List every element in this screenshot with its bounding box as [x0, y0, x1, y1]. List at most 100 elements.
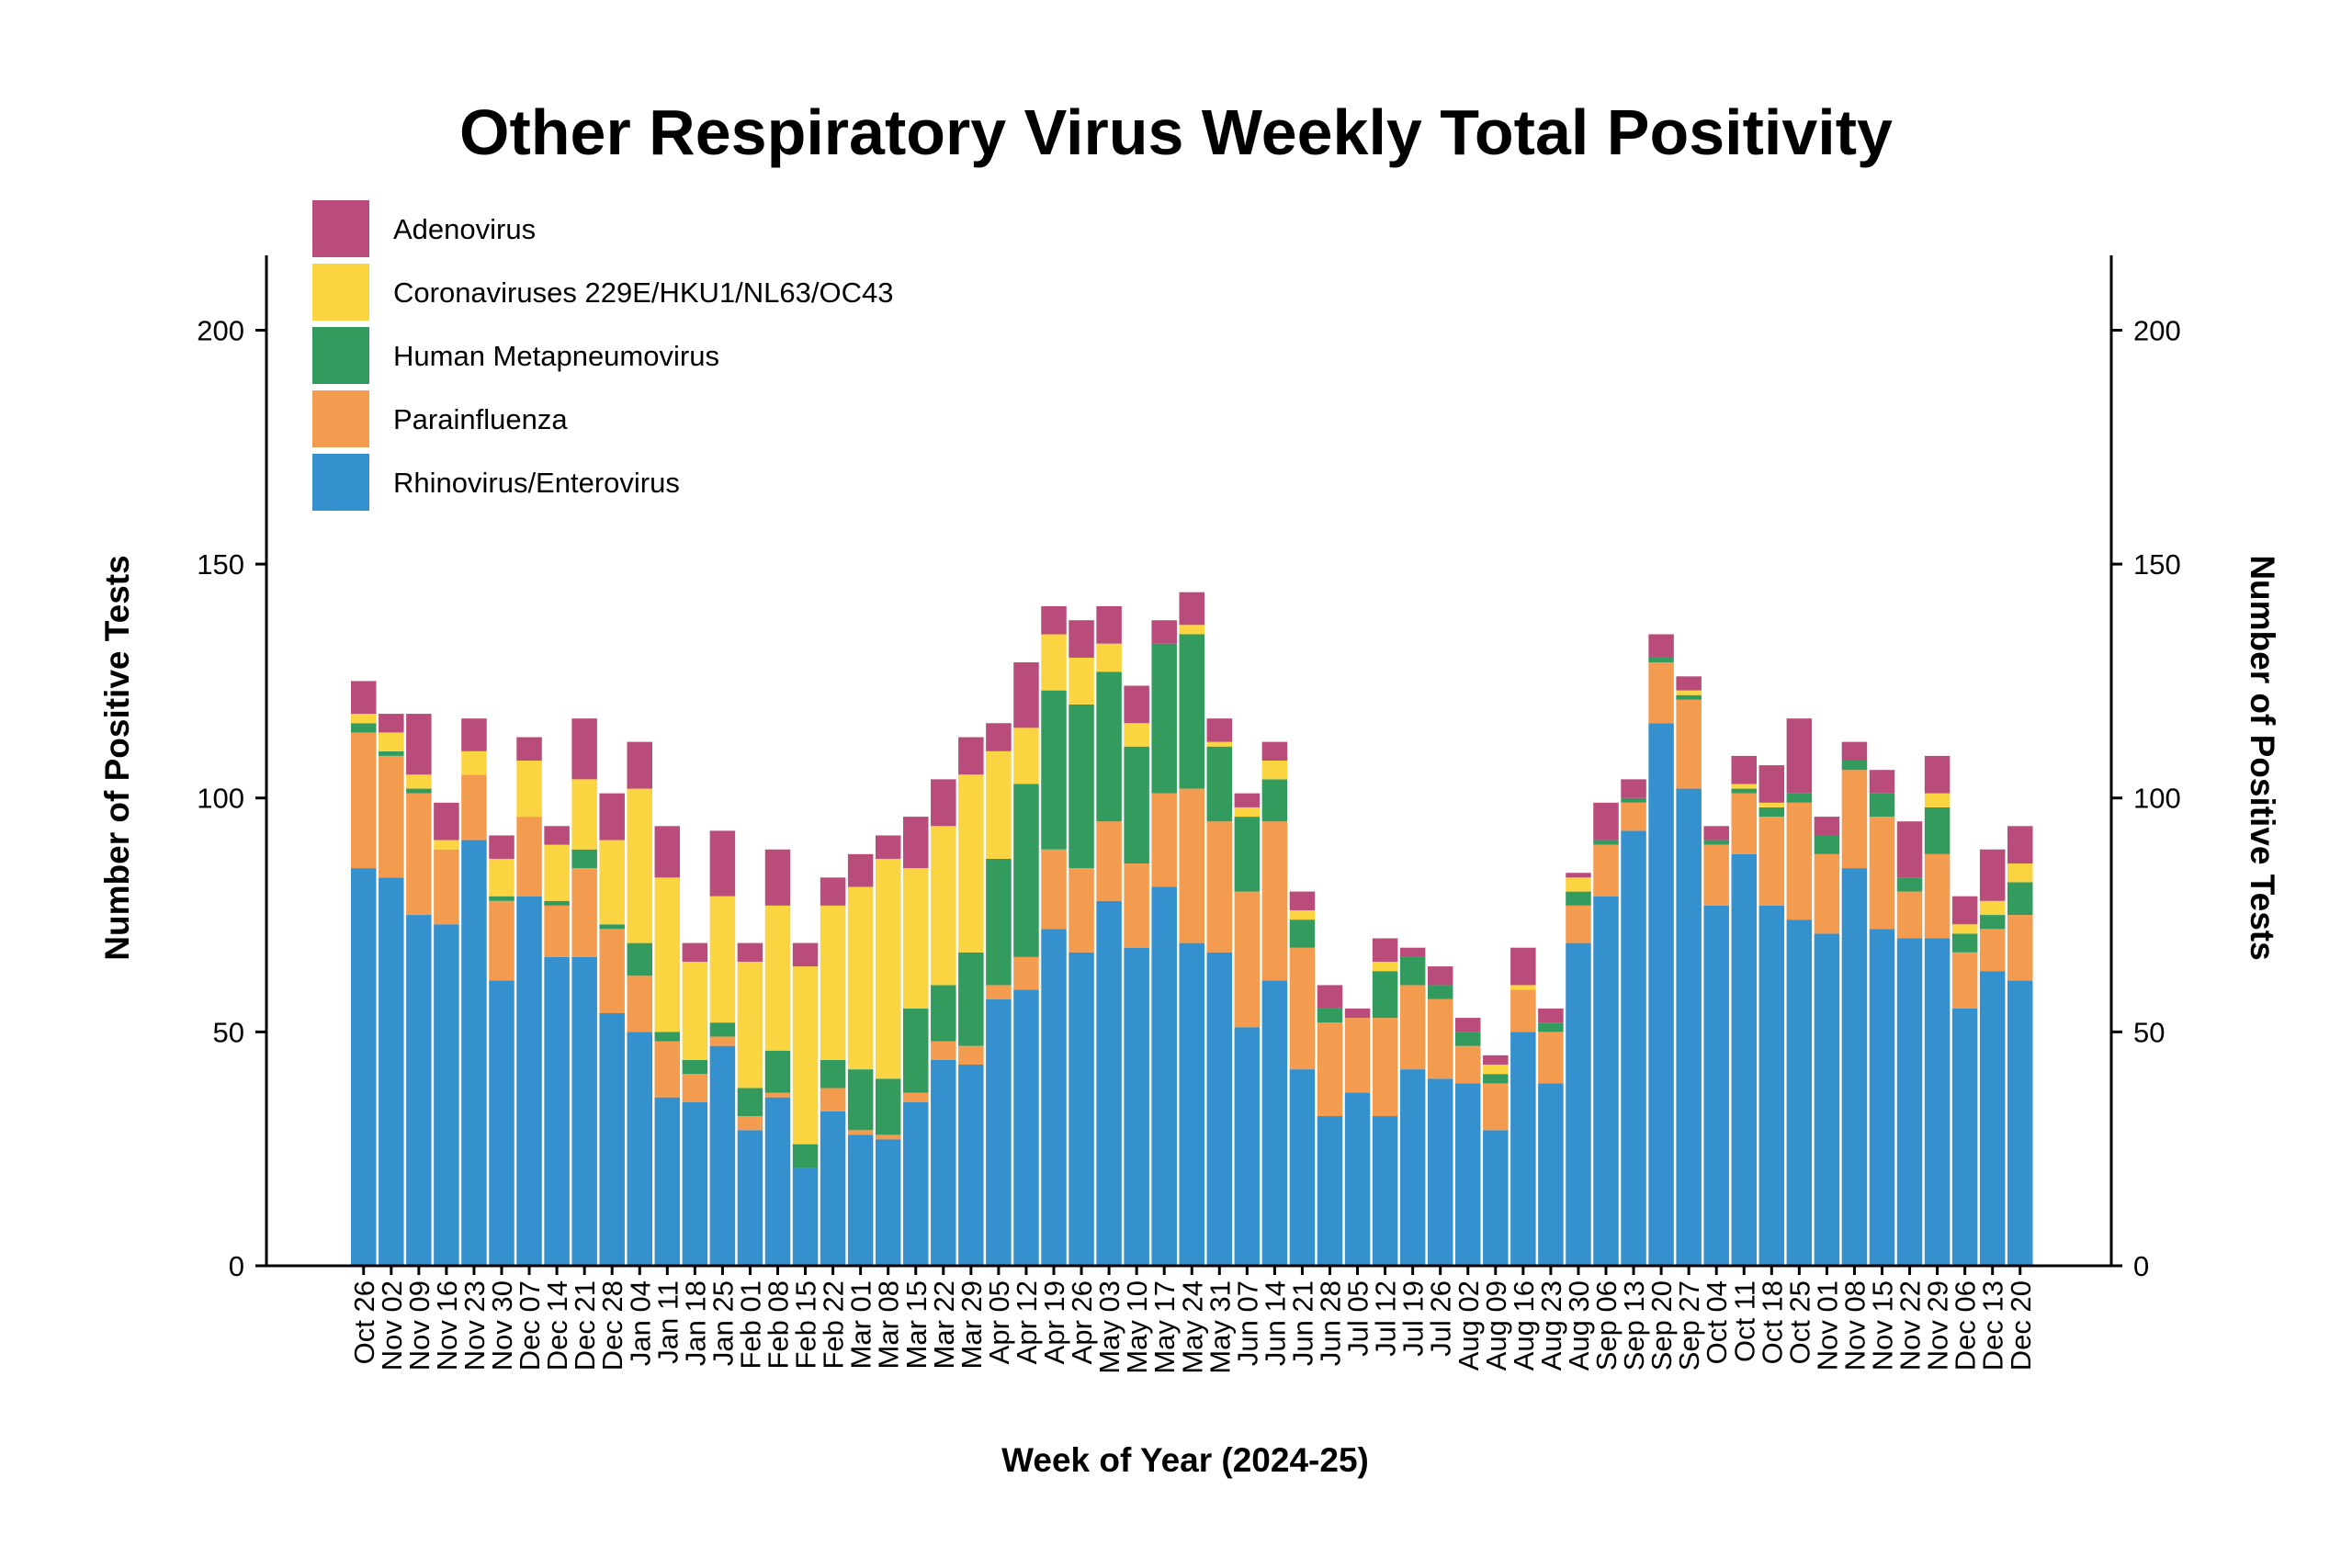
- bar-segment: [1206, 741, 1233, 747]
- y-tick-label-right: 200: [2133, 314, 2181, 346]
- bar-stack: [1399, 947, 1426, 1266]
- bar-segment: [2007, 915, 2033, 981]
- bar-stack: [1676, 676, 1702, 1266]
- bar-segment: [1758, 905, 1785, 1266]
- bar-segment: [1703, 826, 1729, 840]
- bar-stack: [986, 723, 1012, 1266]
- bar-segment: [406, 774, 432, 789]
- bar-segment: [1731, 793, 1757, 854]
- bar-segment: [434, 924, 459, 1266]
- bar-segment: [379, 714, 404, 733]
- bar-stack: [434, 802, 459, 1266]
- x-tick-label: Nov 22: [1894, 1280, 1927, 1371]
- bar-segment: [351, 723, 377, 733]
- bar-segment: [1261, 741, 1288, 761]
- bar-segment: [1344, 1018, 1371, 1093]
- bar-segment: [792, 942, 819, 967]
- bar-segment: [764, 905, 791, 1051]
- bar-segment: [1676, 699, 1702, 789]
- bar-stack: [958, 737, 984, 1266]
- x-tick-label: Apr 26: [1066, 1280, 1098, 1364]
- x-tick-label: Sep 06: [1590, 1280, 1623, 1371]
- bar-segment: [1096, 605, 1122, 644]
- bar-segment: [1538, 1008, 1564, 1023]
- bar-segment: [351, 681, 377, 715]
- bar-segment: [599, 929, 625, 1013]
- y-tick-label-left: 200: [197, 314, 244, 346]
- x-tick-label: May 10: [1121, 1280, 1153, 1374]
- bar-segment: [1869, 770, 1895, 794]
- bar-segment: [1069, 657, 1094, 705]
- bar-segment: [654, 826, 681, 878]
- bar-stack: [847, 853, 874, 1266]
- legend-item: Parainfluenza: [312, 390, 568, 447]
- y-tick-label-right: 150: [2133, 548, 2181, 581]
- bar-stack: [1069, 620, 1094, 1266]
- bar-segment: [599, 840, 625, 925]
- bar-segment: [1758, 802, 1785, 807]
- bar-segment: [1013, 662, 1039, 728]
- bar-stack: [764, 849, 791, 1266]
- bar-segment: [1483, 1130, 1509, 1266]
- bar-stack: [1758, 765, 1785, 1266]
- bar-segment: [654, 877, 681, 1032]
- bar-segment: [1786, 793, 1813, 803]
- bar-stack: [682, 942, 708, 1266]
- bar-stack: [1289, 891, 1316, 1266]
- bar-segment: [627, 976, 652, 1032]
- bar-segment: [1289, 1069, 1316, 1266]
- bar-segment: [820, 877, 846, 906]
- bars-layer: [351, 592, 2033, 1266]
- bar-segment: [1206, 718, 1233, 742]
- x-tick-label: Aug 30: [1563, 1280, 1595, 1371]
- bar-segment: [737, 1088, 763, 1117]
- bar-segment: [1841, 741, 1868, 761]
- bar-stack: [903, 817, 929, 1266]
- y-tick-label-right: 50: [2133, 1016, 2165, 1048]
- bar-segment: [1261, 779, 1288, 822]
- legend-item: Human Metapneumovirus: [312, 327, 719, 384]
- bar-segment: [654, 1032, 681, 1042]
- bar-segment: [709, 1036, 736, 1046]
- bar-segment: [1703, 840, 1729, 845]
- legend-label: Human Metapneumovirus: [393, 340, 719, 372]
- bar-segment: [1538, 1083, 1564, 1266]
- bar-segment: [1648, 723, 1674, 1266]
- bar-segment: [1758, 817, 1785, 906]
- bar-stack: [1924, 755, 1951, 1266]
- y-tick-label-left: 100: [197, 783, 244, 815]
- bar-segment: [1566, 891, 1591, 906]
- bar-segment: [489, 980, 514, 1266]
- bar-segment: [1179, 634, 1204, 789]
- bar-segment: [599, 793, 625, 840]
- bar-segment: [709, 830, 736, 897]
- bar-segment: [516, 761, 542, 818]
- bar-segment: [461, 718, 487, 751]
- bar-segment: [489, 896, 514, 901]
- bar-segment: [903, 868, 929, 1009]
- bar-segment: [1566, 873, 1591, 878]
- bar-segment: [1979, 971, 2006, 1266]
- bar-segment: [1096, 671, 1122, 822]
- x-tick-label: Feb 15: [790, 1280, 822, 1370]
- x-tick-label: Mar 29: [956, 1280, 988, 1369]
- bar-segment: [379, 877, 404, 1266]
- x-tick-label: Mar 22: [928, 1280, 960, 1369]
- bar-segment: [986, 985, 1012, 999]
- bar-segment: [461, 774, 487, 840]
- bar-segment: [1483, 1055, 1509, 1066]
- bar-segment: [1648, 662, 1674, 724]
- x-tick-label: Nov 30: [486, 1280, 518, 1371]
- x-tick-label: Jan 04: [624, 1280, 656, 1366]
- bar-segment: [1648, 657, 1674, 663]
- x-tick-label: Apr 19: [1038, 1280, 1070, 1364]
- bar-segment: [1234, 807, 1261, 818]
- legend-label: Adenovirus: [393, 213, 536, 245]
- bar-segment: [1538, 1022, 1564, 1032]
- bar-segment: [1566, 942, 1591, 1266]
- bar-segment: [1289, 919, 1316, 948]
- y-axis-title-left: Number of Positive Tests: [98, 555, 136, 960]
- bar-segment: [1041, 929, 1067, 1266]
- bar-segment: [1399, 956, 1426, 986]
